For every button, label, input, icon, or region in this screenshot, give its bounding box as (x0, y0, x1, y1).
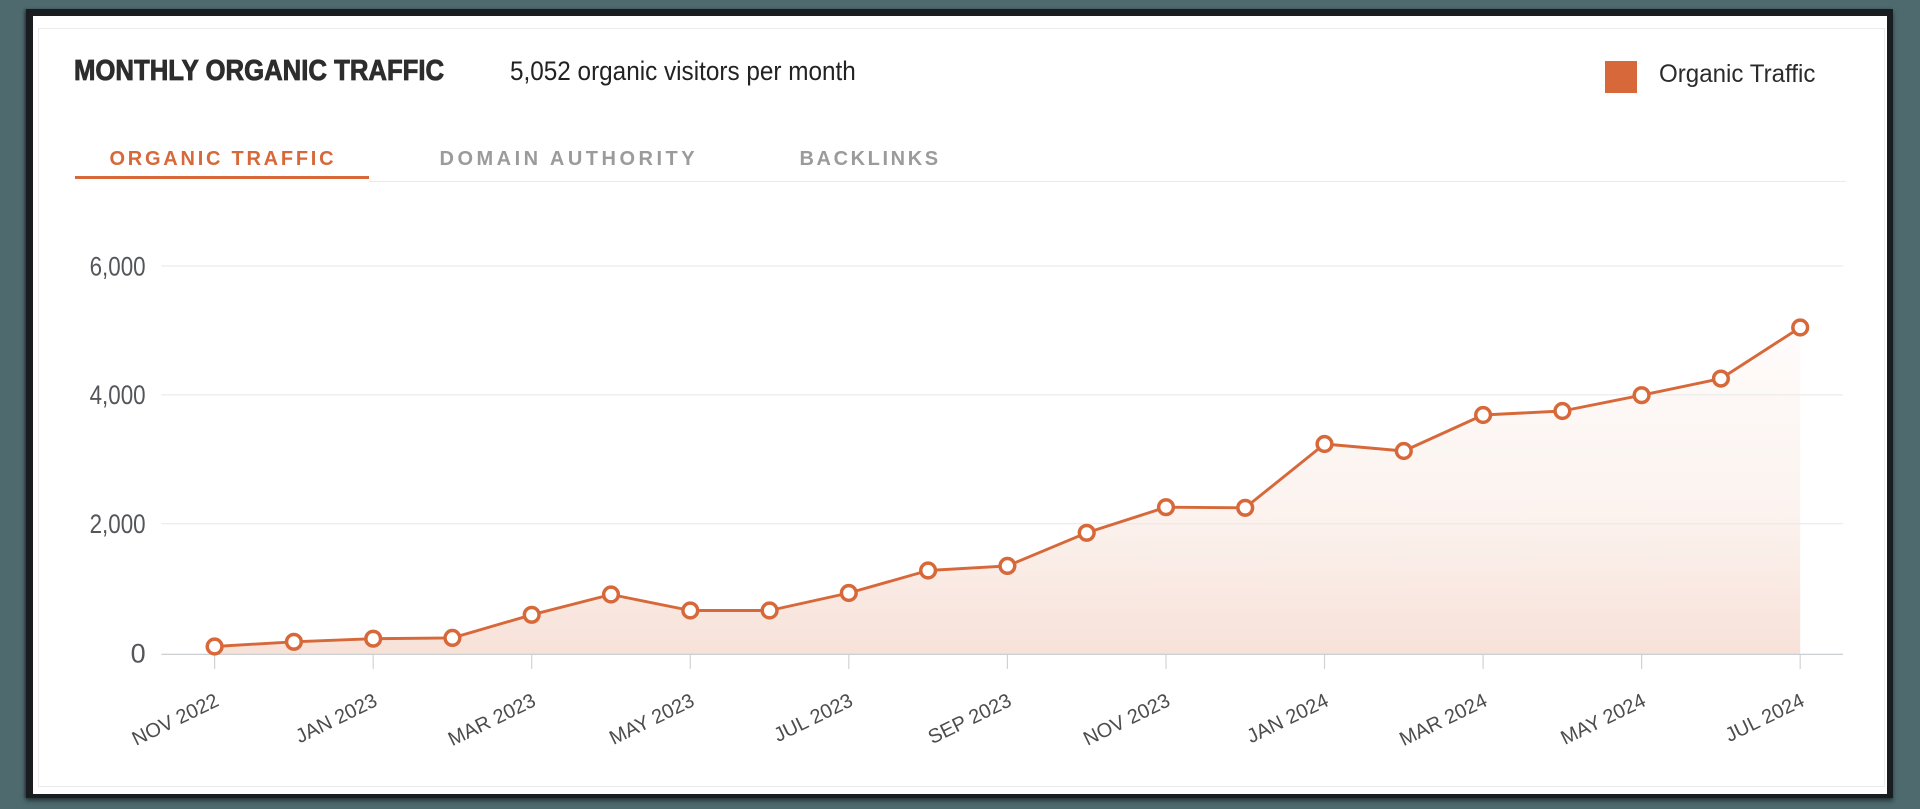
svg-text:MAY 2024: MAY 2024 (1557, 690, 1649, 750)
svg-text:NOV 2023: NOV 2023 (1080, 690, 1174, 751)
svg-text:JUL 2024: JUL 2024 (1722, 690, 1808, 747)
svg-text:2,000: 2,000 (90, 509, 146, 539)
svg-text:NOV 2022: NOV 2022 (129, 690, 223, 751)
svg-text:SEP 2023: SEP 2023 (925, 690, 1015, 749)
svg-text:MAR 2024: MAR 2024 (1396, 690, 1491, 751)
svg-text:JAN 2023: JAN 2023 (292, 690, 381, 748)
svg-text:JUL 2023: JUL 2023 (771, 690, 857, 747)
svg-text:4,000: 4,000 (90, 380, 146, 410)
svg-text:MAR 2023: MAR 2023 (445, 690, 540, 751)
svg-text:0: 0 (131, 639, 146, 669)
svg-text:MAY 2023: MAY 2023 (606, 690, 698, 750)
svg-text:6,000: 6,000 (90, 251, 146, 281)
svg-text:JAN 2024: JAN 2024 (1244, 690, 1333, 748)
